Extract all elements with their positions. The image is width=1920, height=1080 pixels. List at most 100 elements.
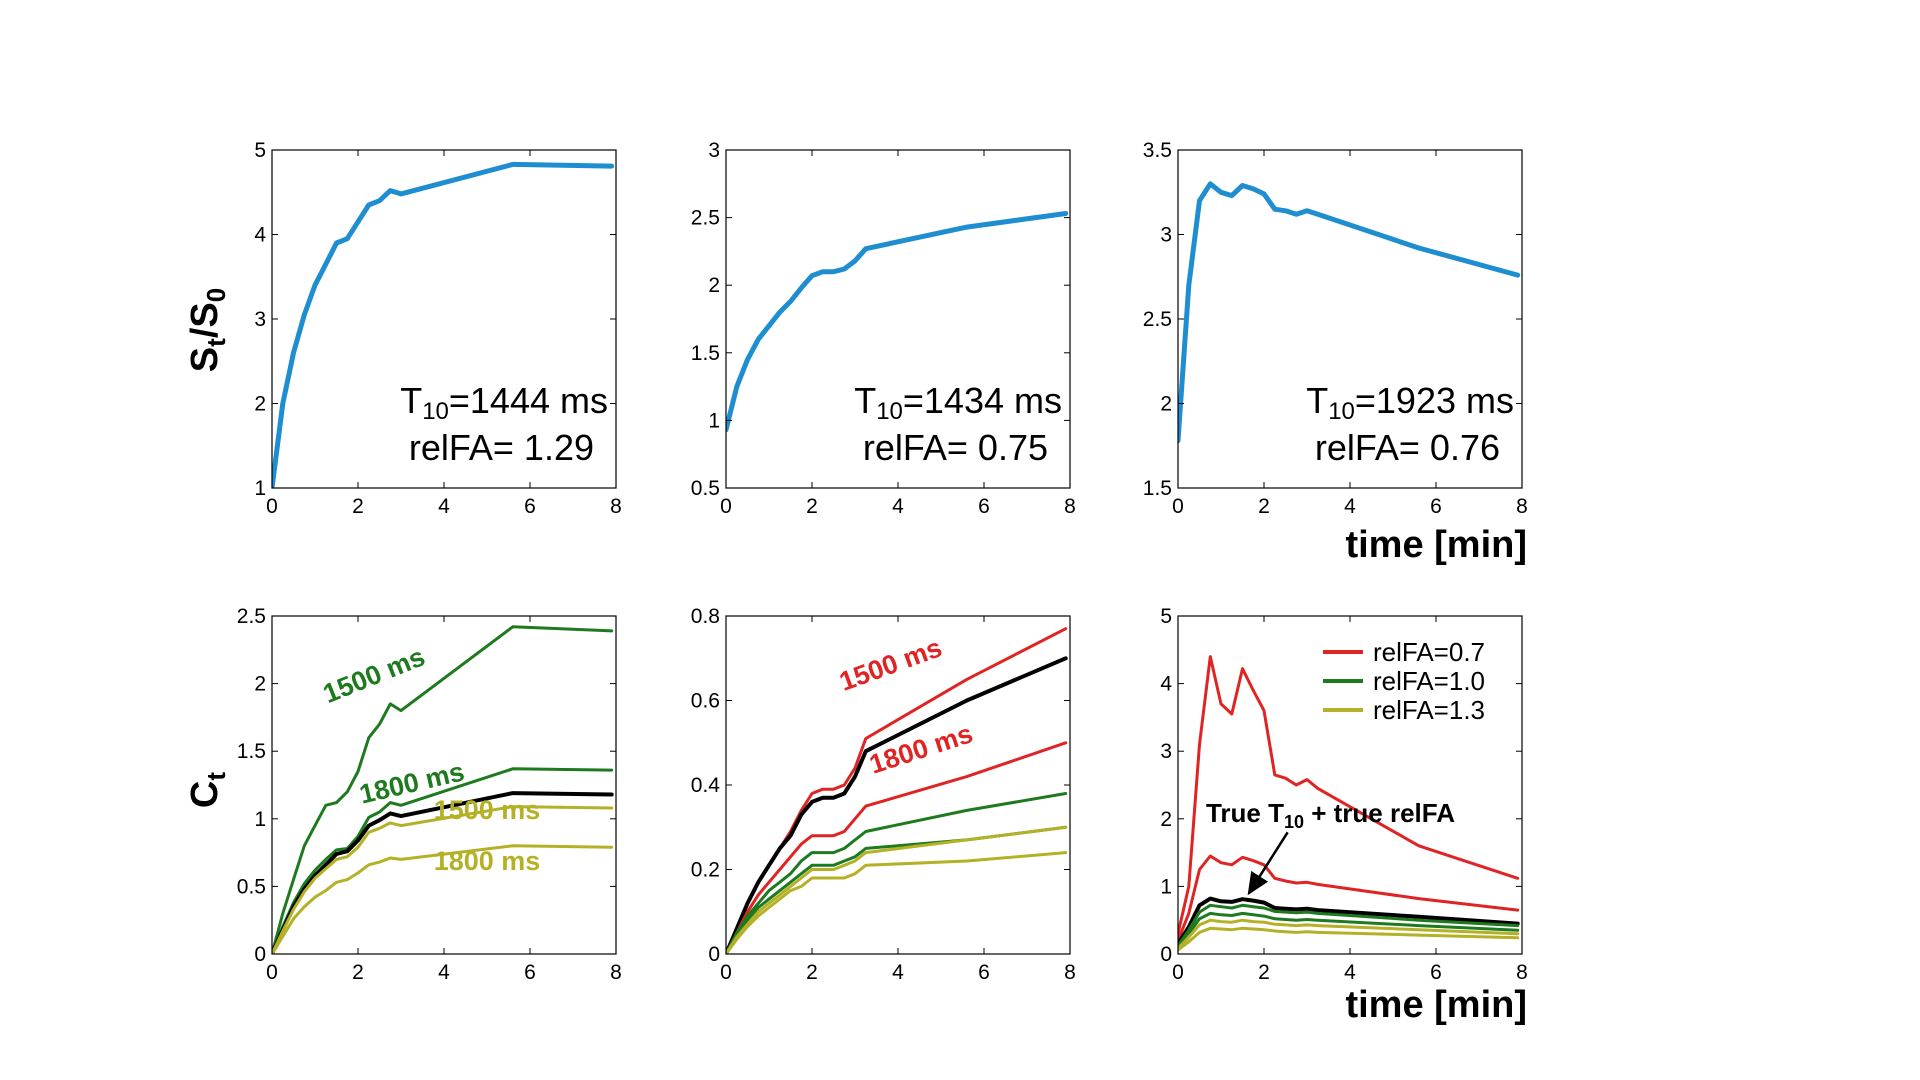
y-tick-label: 4 (1160, 673, 1172, 696)
series-line (1178, 926, 1520, 952)
true-annotation: True T10 + true relFA (1206, 798, 1455, 832)
x-tick-label: 4 (438, 495, 450, 518)
ylabel-top: St/S0 (184, 288, 231, 372)
x-tick-label: 6 (978, 495, 990, 518)
x-tick-label: 4 (1344, 495, 1356, 518)
series-line (1178, 854, 1520, 942)
y-tick-label: 2.5 (1143, 308, 1172, 331)
series-line (1178, 911, 1520, 949)
x-tick-label: 8 (610, 961, 622, 984)
x-tick-label: 2 (352, 961, 364, 984)
x-tick-label: 0 (720, 961, 732, 984)
y-tick-label: 0.4 (691, 774, 721, 797)
y-tick-label: 3 (708, 139, 720, 162)
y-tick-label: 3 (1160, 740, 1172, 763)
curve-label: 1800 ms (434, 846, 541, 876)
y-tick-label: 0.5 (237, 875, 266, 898)
curve-label: 1500 ms (434, 795, 541, 825)
y-tick-label: 2 (708, 274, 720, 297)
x-tick-label: 2 (352, 495, 364, 518)
y-tick-label: 0 (708, 943, 720, 966)
x-tick-label: 6 (978, 961, 990, 984)
series-line (1178, 903, 1520, 948)
t10-annotation: T10=1444 ms (400, 380, 608, 425)
x-tick-label: 8 (1516, 961, 1528, 984)
x-tick-label: 8 (1064, 961, 1076, 984)
x-tick-label: 0 (720, 495, 732, 518)
y-tick-label: 0 (254, 943, 266, 966)
y-tick-label: 2 (1160, 393, 1172, 416)
x-tick-label: 4 (892, 495, 904, 518)
curve-label: 1500 ms (319, 641, 429, 709)
x-tick-label: 6 (1430, 961, 1442, 984)
t10-annotation: T10=1923 ms (1306, 380, 1514, 425)
y-tick-label: 3 (1160, 224, 1172, 247)
xlabel-bottom: time [min] (1345, 984, 1527, 1026)
x-tick-label: 2 (806, 961, 818, 984)
y-tick-label: 1 (1160, 875, 1172, 898)
relfa-annotation: relFA= 0.75 (863, 427, 1048, 468)
plot-area (1178, 655, 1520, 952)
series-line (726, 825, 1068, 954)
y-tick-label: 1 (254, 808, 266, 831)
legend-label: relFA=1.3 (1373, 695, 1485, 725)
x-tick-label: 0 (1172, 495, 1184, 518)
relfa-annotation: relFA= 0.76 (1315, 427, 1500, 468)
relfa-annotation: relFA= 1.29 (409, 427, 594, 468)
y-tick-label: 0.8 (691, 605, 720, 628)
x-tick-label: 4 (1344, 961, 1356, 984)
plot-area (272, 161, 615, 488)
y-tick-label: 3.5 (1143, 139, 1172, 162)
y-tick-label: 1 (708, 409, 720, 432)
series-line (1178, 181, 1521, 444)
curve-label: 1500 ms (835, 632, 945, 697)
plot-area (726, 211, 1069, 433)
legend-label: relFA=0.7 (1373, 637, 1485, 667)
x-tick-label: 8 (1064, 495, 1076, 518)
series-line (726, 825, 1068, 954)
series-line (726, 741, 1068, 954)
y-tick-label: 3 (254, 308, 266, 331)
x-tick-label: 0 (266, 961, 278, 984)
series-line (272, 844, 614, 954)
y-tick-label: 5 (254, 139, 266, 162)
y-tick-label: 2 (254, 673, 266, 696)
t10-annotation: T10=1434 ms (854, 380, 1062, 425)
x-tick-label: 8 (1516, 495, 1528, 518)
y-tick-label: 0.2 (691, 859, 720, 882)
y-tick-label: 1.5 (691, 342, 720, 365)
y-tick-label: 2.5 (691, 207, 720, 230)
x-tick-label: 0 (266, 495, 278, 518)
y-tick-label: 5 (1160, 605, 1172, 628)
x-tick-label: 6 (1430, 495, 1442, 518)
annotation-arrow (1247, 831, 1289, 896)
x-tick-label: 2 (1258, 961, 1270, 984)
x-tick-label: 6 (524, 495, 536, 518)
y-tick-label: 1.5 (237, 740, 266, 763)
series-line (726, 211, 1069, 433)
x-tick-label: 0 (1172, 961, 1184, 984)
y-tick-label: 1.5 (1143, 477, 1172, 500)
y-tick-label: 0.6 (691, 690, 720, 713)
series-line (726, 792, 1068, 954)
plot-area (726, 627, 1068, 954)
series-line (1178, 918, 1520, 951)
y-tick-label: 4 (254, 224, 266, 247)
x-tick-label: 2 (1258, 495, 1270, 518)
y-tick-label: 1 (254, 477, 266, 500)
ylabel-bottom: Ct (184, 772, 231, 808)
y-tick-label: 0 (1160, 943, 1172, 966)
y-tick-label: 2 (1160, 808, 1172, 831)
x-tick-label: 6 (524, 961, 536, 984)
series-line (1178, 896, 1520, 946)
y-tick-label: 2.5 (237, 605, 266, 628)
series-line (272, 625, 614, 954)
